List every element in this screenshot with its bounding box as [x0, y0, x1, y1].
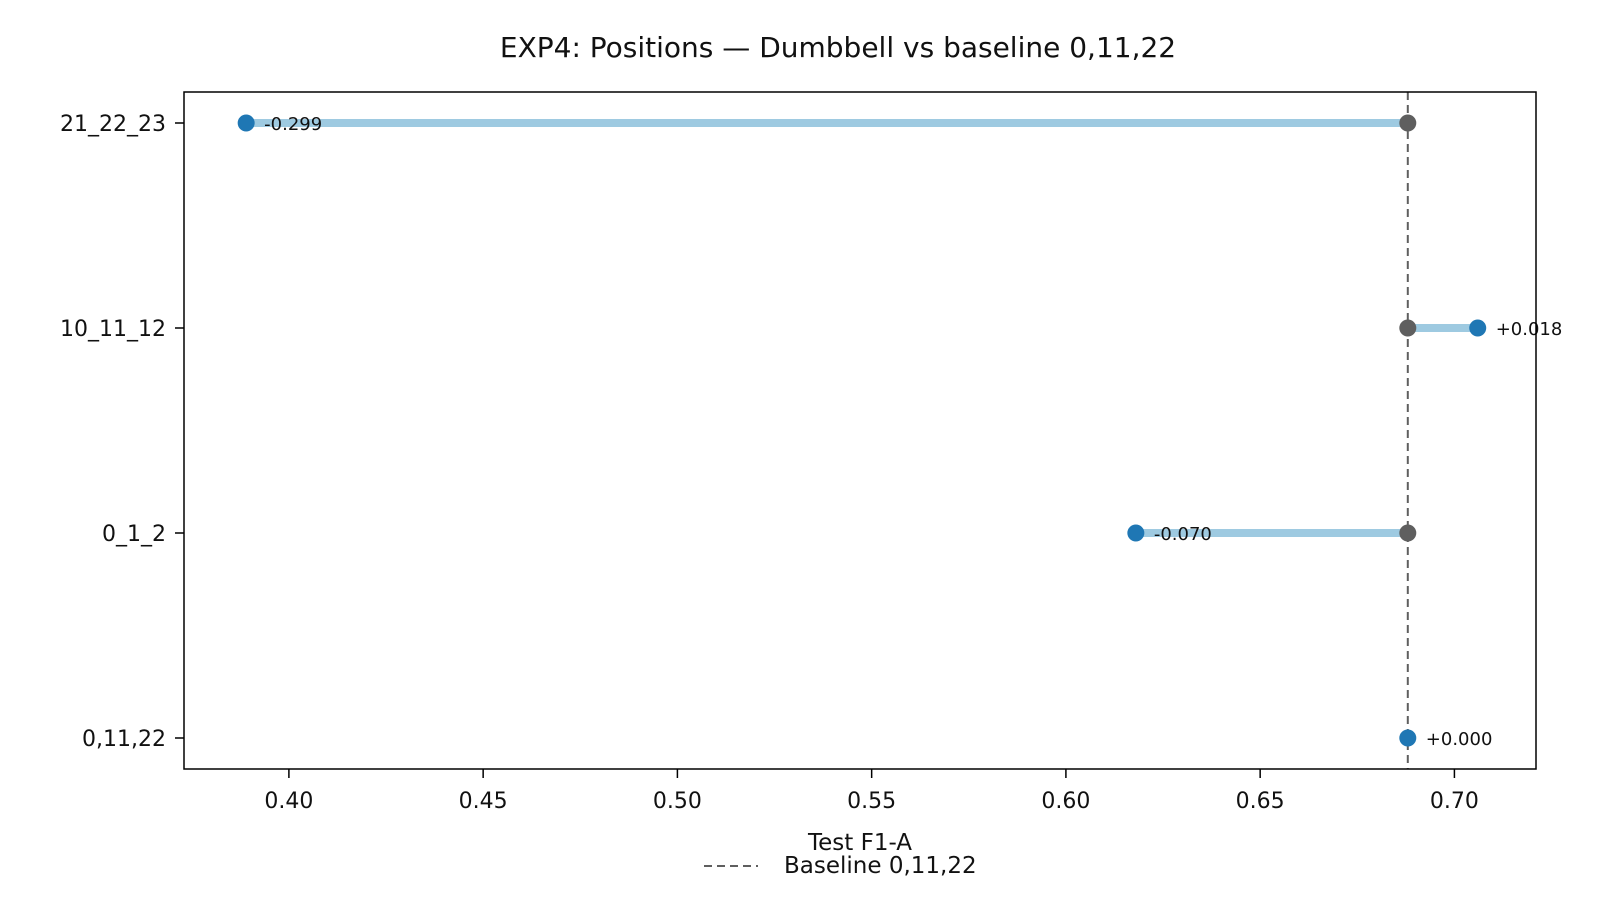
y-tick-label-0: 0,11,22 — [82, 727, 166, 752]
y-tick-label-3: 21_22_23 — [60, 112, 166, 137]
x-tick-label-5: 0.65 — [1236, 789, 1285, 814]
baseline-point-3 — [1399, 114, 1417, 132]
x-tick-label-0: 0.40 — [264, 789, 313, 814]
delta-label-0: +0.000 — [1426, 729, 1493, 750]
x-axis: 0.40 0.45 0.50 0.55 0.60 0.65 0.70 — [264, 769, 1479, 814]
x-tick-label-4: 0.60 — [1041, 789, 1090, 814]
y-axis: 0,11,22 0_1_2 10_11_12 21_22_23 — [60, 112, 184, 752]
plot-area: +0.000 -0.070 +0.018 -0.299 — [237, 92, 1563, 769]
delta-label-2: +0.018 — [1496, 319, 1563, 340]
baseline-point-2 — [1399, 319, 1417, 337]
plot-frame — [183, 91, 1537, 770]
x-tick-label-2: 0.50 — [653, 789, 702, 814]
legend-baseline-label: Baseline 0,11,22 — [784, 853, 977, 879]
x-tick-label-3: 0.55 — [847, 789, 896, 814]
x-tick-label-1: 0.45 — [459, 789, 508, 814]
chart-title: EXP4: Positions — Dumbbell vs baseline 0… — [500, 31, 1176, 64]
value-point-2 — [1469, 319, 1487, 337]
x-axis-title: Test F1-A — [807, 830, 912, 856]
baseline-point-1 — [1399, 524, 1417, 542]
y-tick-label-1: 0_1_2 — [102, 522, 166, 547]
delta-label-1: -0.070 — [1154, 524, 1212, 545]
value-point-0 — [1399, 729, 1417, 747]
legend: Baseline 0,11,22 — [704, 853, 977, 879]
value-point-3 — [237, 114, 255, 132]
value-point-1 — [1127, 524, 1145, 542]
delta-label-3: -0.299 — [264, 114, 322, 135]
y-tick-label-2: 10_11_12 — [60, 317, 166, 342]
x-tick-label-6: 0.70 — [1430, 789, 1479, 814]
